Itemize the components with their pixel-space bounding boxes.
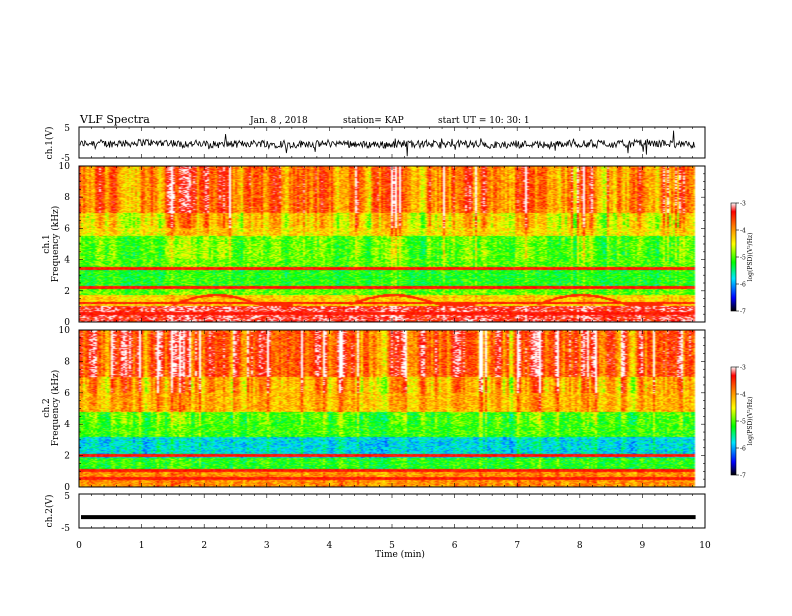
x-tick-label: 5	[389, 541, 395, 551]
ch2-wave-ytick-bottom: -5	[61, 524, 70, 534]
x-tick-label: 0	[76, 541, 82, 551]
colorbar-tick-label: -4	[740, 228, 746, 235]
colorbar-tick-label: -5	[740, 255, 746, 262]
x-axis-label: Time (min)	[375, 549, 425, 560]
colorbar-tick-label: -7	[740, 473, 746, 480]
y-tick-label: 4	[64, 256, 70, 266]
colorbar-tick-label: -3	[740, 201, 746, 208]
y-tick-label: 0	[64, 318, 70, 328]
ch1-waveform-line	[79, 130, 696, 157]
x-tick-label: 7	[514, 541, 520, 551]
colorbar-tick-label: -6	[740, 282, 746, 289]
chart-title: VLF Spectra	[79, 113, 150, 126]
y-tick-label: 6	[64, 224, 70, 234]
ch2-spectrogram-panel: ch.2 Frequency (kHz)	[42, 329, 706, 488]
y-tick-label: 8	[64, 193, 70, 203]
y-tick-label: 2	[64, 452, 70, 462]
colorbar-tick-label: -3	[740, 365, 746, 372]
ch2-wave-ytick-top: 5	[64, 492, 70, 502]
ch2-freq-ylabel: Frequency (kHz)	[50, 370, 61, 447]
x-tick-label: 10	[699, 541, 711, 551]
y-tick-label: 10	[59, 326, 71, 336]
y-tick-label: 8	[64, 357, 70, 367]
colorbar-tick-label: -6	[740, 446, 746, 453]
ch1-wave-ytick-top: 5	[64, 124, 70, 134]
ch1-spectrogram-image	[79, 166, 705, 322]
x-tick-label: 1	[139, 541, 145, 551]
start-ut-label: start UT = 10: 30: 1	[438, 116, 530, 126]
ch1-spectrogram-panel: ch.1 Frequency (kHz)	[42, 165, 706, 323]
ch1-colorbar: -3 -4 -5 -6 -7 log(PSD)(V²/Hz)	[730, 201, 754, 316]
x-tick-label: 2	[201, 541, 207, 551]
ch2-wave-ylabel: ch.2(V)	[44, 495, 55, 528]
x-tick-label: 6	[452, 541, 458, 551]
y-tick-label: 6	[64, 389, 70, 399]
date-label: Jan. 8 , 2018	[249, 116, 308, 126]
ch1-freq-ylabel: Frequency (kHz)	[50, 206, 61, 283]
ch1-wave-ylabel: ch.1(V)	[44, 127, 55, 160]
ch1-waveform-panel: 5 -5 ch.1(V)	[44, 124, 706, 164]
x-tick-label: 4	[327, 541, 333, 551]
ch2-spectrogram-image	[79, 330, 705, 487]
ch2-freq-ylabel-channel: ch.2	[42, 398, 52, 417]
y-tick-label: 0	[64, 483, 70, 493]
ch1-wave-ytick-bottom: -5	[61, 154, 70, 164]
colorbar-tick-label: -4	[740, 392, 746, 399]
ch1-freq-ylabel-channel: ch.1	[42, 234, 52, 253]
y-tick-label: 2	[64, 287, 70, 297]
ch2-colorbar-label: log(PSD)(V²/Hz)	[747, 397, 754, 446]
ch2-waveform-panel: 5 -5 ch.2(V)	[44, 492, 706, 534]
x-tick-label: 8	[577, 541, 583, 551]
x-tick-label: 3	[264, 541, 270, 551]
colorbar-tick-label: -7	[740, 309, 746, 316]
y-tick-label: 10	[59, 162, 71, 172]
station-label: station= KAP	[343, 116, 404, 126]
colorbar-tick-label: -5	[740, 419, 746, 426]
y-tick-label: 4	[64, 420, 70, 430]
x-tick-label: 9	[640, 541, 646, 551]
ch1-colorbar-label: log(PSD)(V²/Hz)	[747, 233, 754, 282]
ch2-colorbar: -3 -4 -5 -6 -7 log(PSD)(V²/Hz)	[730, 365, 754, 480]
